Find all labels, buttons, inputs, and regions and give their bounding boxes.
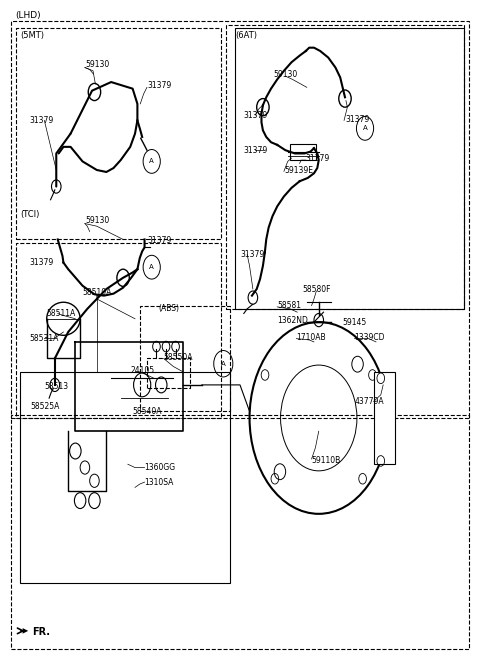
Bar	[21, 372, 230, 583]
Text: 43779A: 43779A	[355, 397, 384, 406]
Text: 58531A: 58531A	[29, 334, 59, 343]
Text: A: A	[149, 264, 154, 270]
Text: 58540A: 58540A	[132, 407, 162, 416]
Bar	[290, 143, 316, 160]
Bar	[16, 28, 221, 240]
Text: 58513: 58513	[44, 382, 69, 390]
Bar	[235, 28, 464, 309]
Text: 58580F: 58580F	[302, 284, 331, 293]
Text: FR.: FR.	[33, 627, 50, 637]
Text: 58581: 58581	[277, 301, 301, 310]
Bar	[16, 243, 221, 418]
Text: 31379: 31379	[29, 258, 53, 267]
Text: 58510A: 58510A	[82, 288, 111, 297]
Text: 59110B: 59110B	[312, 456, 341, 465]
Text: 58550A: 58550A	[164, 353, 193, 362]
Text: 1360GG: 1360GG	[144, 463, 176, 472]
Bar	[373, 372, 395, 464]
Text: 1710AB: 1710AB	[296, 333, 326, 342]
Text: 59145: 59145	[343, 317, 367, 327]
Text: (ABS): (ABS)	[159, 304, 180, 313]
Text: (6AT): (6AT)	[235, 31, 257, 41]
Text: 31379: 31379	[244, 111, 268, 120]
Text: (TCI): (TCI)	[21, 210, 40, 219]
Text: 59130: 59130	[85, 60, 109, 68]
Text: A: A	[363, 125, 367, 131]
Text: 31379: 31379	[345, 115, 369, 124]
Text: 59130: 59130	[85, 216, 109, 225]
Text: 59139E: 59139E	[284, 165, 313, 175]
Text: A: A	[221, 361, 226, 367]
Text: 1362ND: 1362ND	[277, 315, 308, 325]
Bar	[140, 305, 230, 411]
Text: 31379: 31379	[147, 81, 171, 90]
Bar	[11, 21, 469, 418]
Text: 31379: 31379	[147, 236, 171, 245]
Bar	[11, 414, 469, 649]
Text: 24105: 24105	[130, 366, 155, 375]
Text: 59130: 59130	[273, 70, 298, 78]
Bar	[226, 25, 464, 309]
Text: 58525A: 58525A	[30, 402, 60, 410]
Text: 31379: 31379	[306, 153, 330, 163]
Text: 31379: 31379	[244, 145, 268, 155]
Text: 1310SA: 1310SA	[144, 477, 174, 487]
Text: 58511A: 58511A	[47, 309, 76, 318]
Text: (LHD): (LHD)	[16, 11, 41, 21]
Text: 1339CD: 1339CD	[355, 333, 385, 342]
Text: A: A	[149, 159, 154, 165]
Text: 31379: 31379	[240, 250, 264, 259]
Text: 31379: 31379	[29, 116, 53, 125]
Text: (5MT): (5MT)	[21, 31, 45, 41]
